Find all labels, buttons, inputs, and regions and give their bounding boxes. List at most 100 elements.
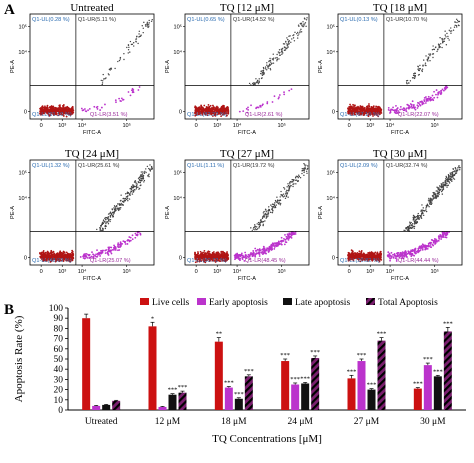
x-tick-label: 10⁵ — [277, 122, 286, 129]
y-tick-label: 10⁴ — [18, 195, 27, 202]
significance-label: *** — [347, 368, 357, 375]
bar — [347, 378, 356, 410]
significance-label: *** — [443, 320, 453, 327]
x-tick-label: 10³ — [58, 269, 66, 275]
bar — [433, 376, 442, 410]
bar — [413, 388, 422, 410]
y-tick-label: 0 — [58, 406, 63, 416]
bar — [301, 383, 310, 410]
dot-cloud — [39, 164, 153, 263]
significance-label: *** — [280, 352, 290, 359]
y-tick-label: 0 — [332, 110, 335, 116]
dot-cloud — [194, 17, 308, 118]
x-tick-label: 10³ — [366, 269, 374, 275]
x-tick-label: 10⁴ — [78, 268, 87, 275]
quadrant-ll-label: Q1-LL(48.09 %) — [32, 258, 72, 264]
category-label: 12 μM — [155, 417, 181, 427]
y-axis-label: PE-A — [10, 206, 16, 219]
bar — [148, 326, 157, 410]
x-tick-label: 0 — [348, 123, 351, 129]
significance-label: *** — [168, 387, 178, 394]
significance-label: *** — [310, 349, 320, 356]
plot-title: Untreated — [70, 2, 114, 14]
bar — [214, 341, 223, 410]
bar — [178, 392, 187, 410]
bar — [82, 318, 91, 410]
x-axis-label: FITC-A — [83, 130, 101, 136]
plot-frame — [184, 159, 310, 266]
y-tick-label: 20 — [54, 386, 64, 396]
y-tick-label: 40 — [54, 365, 64, 375]
x-tick-label: 10⁴ — [386, 122, 395, 129]
flow-plot: TQ [27 μM] Q1-UL(1.11 %) Q1-UR(19.72 %) Q1-… — [165, 148, 310, 282]
significance-label: *** — [433, 368, 443, 375]
category-label: 24 μM — [287, 417, 313, 427]
quadrant-lr-label: Q1-LR(3.51 %) — [90, 112, 128, 118]
significance-label: *** — [413, 381, 423, 388]
x-tick-label: 10⁴ — [233, 122, 242, 129]
y-tick-label: 10⁵ — [326, 24, 335, 31]
y-tick-label: 0 — [24, 110, 27, 116]
y-axis-label: PE-A — [165, 206, 171, 219]
y-tick-label: 70 — [54, 335, 64, 345]
category-label: 30 μM — [420, 417, 446, 427]
y-tick-label: 0 — [332, 256, 335, 262]
bar — [357, 361, 366, 410]
significance-label: *** — [234, 391, 244, 398]
bar — [281, 361, 290, 410]
x-axis-title: TQ Concentrations [μM] — [212, 433, 322, 445]
x-axis-label: FITC-A — [238, 276, 256, 282]
dot-cloud — [194, 162, 309, 264]
significance-label: *** — [377, 331, 387, 338]
y-tick-label: 10⁴ — [173, 49, 182, 56]
legend-label: Late apoptosis — [295, 298, 350, 308]
bar — [158, 406, 167, 410]
x-tick-label: 10⁵ — [430, 268, 439, 275]
y-tick-label: 90 — [54, 314, 64, 324]
legend-label: Total Apoptosis — [378, 298, 438, 308]
bar — [311, 357, 320, 410]
x-axis-label: FITC-A — [391, 130, 409, 136]
plot-frame — [337, 13, 463, 120]
plot-title: TQ [24 μM] — [65, 148, 119, 160]
x-tick-label: 10⁵ — [122, 268, 131, 275]
x-tick-label: 10⁴ — [386, 268, 395, 275]
significance-label: *** — [367, 382, 377, 389]
quadrant-ll-label: Q1-LL(30.72 %) — [187, 258, 227, 264]
quadrant-ul-label: Q1-UL(0.28 %) — [32, 17, 70, 23]
x-tick-label: 10⁵ — [277, 268, 286, 275]
quadrant-ur-label: Q1-UR(10.70 %) — [386, 17, 428, 23]
quadrant-ul-label: Q1-UL(1.11 %) — [187, 163, 224, 169]
y-tick-label: 10 — [54, 396, 64, 406]
plot-frame — [184, 13, 310, 120]
x-tick-label: 10⁴ — [233, 268, 242, 275]
y-tick-label: 10⁵ — [326, 170, 335, 177]
bar — [367, 389, 376, 410]
legend-swatch — [366, 298, 375, 305]
quadrant-ur-label: Q1-UR(5.11 %) — [78, 17, 116, 23]
significance-label: *** — [423, 356, 433, 363]
x-axis-label: FITC-A — [238, 130, 256, 136]
quadrant-ur-label: Q1-UR(25.61 %) — [78, 163, 120, 169]
bar — [92, 405, 101, 410]
quadrant-ll-label: Q1-LL(67.10 %) — [340, 112, 380, 118]
bar — [224, 387, 233, 410]
quadrant-ur-label: Q1-UR(32.74 %) — [386, 163, 428, 169]
panel-a-letter: A — [4, 2, 15, 18]
x-tick-label: 10³ — [366, 123, 374, 129]
y-tick-label: 0 — [179, 110, 182, 116]
y-tick-label: 10⁵ — [173, 170, 182, 177]
y-tick-label: 10⁴ — [326, 49, 335, 56]
plot-title: TQ [27 μM] — [220, 148, 274, 160]
legend-label: Early apoptosis — [209, 298, 268, 308]
x-tick-label: 0 — [40, 123, 43, 129]
bar — [443, 331, 452, 410]
quadrant-ul-label: Q1-UL(0.65 %) — [187, 17, 225, 23]
quadrant-ur-label: Q1-UR(14.52 %) — [233, 17, 275, 23]
significance-label: *** — [357, 352, 367, 359]
bar — [244, 376, 253, 410]
legend-label: Live cells — [152, 298, 189, 308]
x-tick-label: 10⁵ — [430, 122, 439, 129]
dot-cloud — [39, 18, 153, 118]
